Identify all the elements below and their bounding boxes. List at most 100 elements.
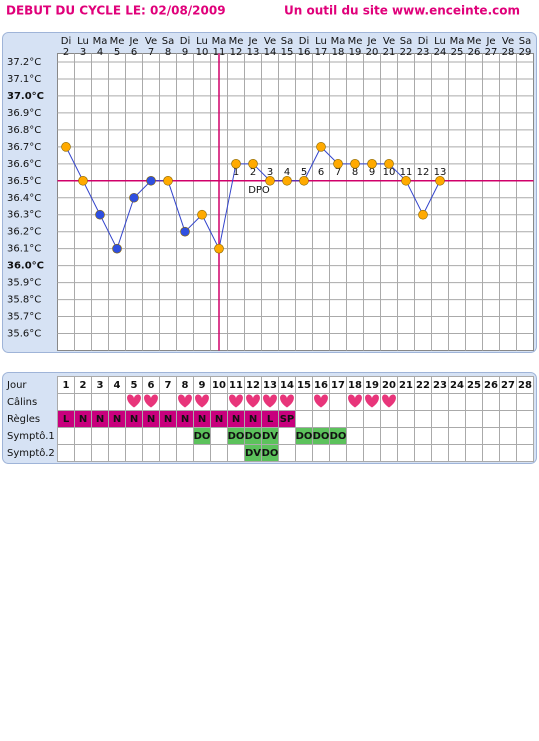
day-name: Me bbox=[348, 36, 363, 47]
table-cell bbox=[210, 444, 228, 462]
heart-icon bbox=[348, 394, 362, 408]
sympto2-cell bbox=[245, 445, 261, 461]
cycle-day: 2 bbox=[80, 380, 87, 391]
heart-icon bbox=[382, 394, 396, 408]
table-cell bbox=[499, 410, 517, 428]
date-label: 28 bbox=[502, 47, 515, 58]
dpo-number: 9 bbox=[369, 167, 375, 178]
regles-cell bbox=[194, 411, 210, 427]
dpo-number: 10 bbox=[383, 167, 396, 178]
table-cell bbox=[516, 393, 534, 411]
regles-cell bbox=[58, 411, 74, 427]
table-cell bbox=[193, 444, 211, 462]
temperature-point bbox=[180, 226, 190, 237]
date-label: 2 bbox=[63, 47, 69, 58]
table-cell bbox=[108, 427, 126, 445]
sympto1-code: DV bbox=[262, 431, 278, 442]
date-label: 24 bbox=[434, 47, 447, 58]
y-tick-label: 36.7°C bbox=[7, 142, 41, 153]
table-cell bbox=[108, 444, 126, 462]
regles-code: L bbox=[267, 414, 274, 425]
y-tick-label: 37.0°C bbox=[7, 91, 44, 102]
table-cell bbox=[227, 444, 245, 462]
temperature-point bbox=[282, 175, 292, 186]
table-cell bbox=[431, 410, 449, 428]
cycle-day: 6 bbox=[148, 380, 155, 391]
sympto2-code: DV bbox=[245, 448, 261, 459]
day-name: Je bbox=[128, 36, 138, 47]
cycle-day: 11 bbox=[229, 380, 243, 391]
temperature-point bbox=[197, 209, 207, 220]
temperature-point bbox=[384, 159, 394, 169]
table-cell bbox=[414, 393, 432, 411]
cycle-day: 8 bbox=[182, 380, 189, 391]
day-name: Ma bbox=[450, 36, 465, 47]
date-label: 17 bbox=[315, 47, 328, 58]
table-cell bbox=[363, 410, 381, 428]
table-cell bbox=[210, 393, 228, 411]
table-cell bbox=[159, 444, 177, 462]
date-label: 5 bbox=[114, 47, 120, 58]
table-cell bbox=[482, 427, 500, 445]
heart-icon bbox=[314, 394, 328, 408]
regles-code: N bbox=[198, 414, 206, 425]
temperature-point bbox=[401, 175, 411, 186]
regles-code: N bbox=[164, 414, 172, 425]
heart-icon bbox=[263, 394, 277, 408]
heart-icon bbox=[246, 394, 260, 408]
sympto1-cell bbox=[262, 428, 278, 444]
regles-code: N bbox=[113, 414, 121, 425]
temperature-point bbox=[265, 175, 275, 186]
y-tick-label: 37.2°C bbox=[7, 57, 41, 68]
table-cell bbox=[465, 410, 483, 428]
table-cell bbox=[414, 410, 432, 428]
y-tick-label: 35.9°C bbox=[7, 278, 41, 289]
table-cell bbox=[482, 410, 500, 428]
cycle-day: 9 bbox=[199, 380, 206, 391]
table-cell bbox=[397, 393, 415, 411]
table-cell bbox=[159, 427, 177, 445]
table-cell bbox=[499, 427, 517, 445]
y-tick-label: 36.0°C bbox=[7, 261, 44, 272]
table-cell bbox=[431, 393, 449, 411]
regles-cell bbox=[279, 411, 295, 427]
regles-code: N bbox=[249, 414, 257, 425]
dpo-number: 7 bbox=[335, 167, 341, 178]
sympto2-cell bbox=[262, 445, 278, 461]
table-cell bbox=[482, 444, 500, 462]
temperature-point bbox=[418, 209, 428, 220]
day-name: Lu bbox=[77, 36, 89, 47]
table-cell bbox=[125, 444, 143, 462]
temperature-point bbox=[299, 175, 309, 186]
cycle-day: 27 bbox=[501, 380, 515, 391]
date-label: 19 bbox=[349, 47, 362, 58]
cycle-day: 21 bbox=[399, 380, 413, 391]
row-label: Symptô.1 bbox=[7, 430, 55, 442]
y-tick-label: 35.8°C bbox=[7, 295, 41, 306]
table-cell bbox=[57, 393, 75, 411]
row-label: Symptô.2 bbox=[7, 447, 55, 459]
sympto1-code: DO bbox=[330, 431, 347, 442]
table-cell bbox=[499, 444, 517, 462]
temperature-point bbox=[112, 243, 122, 254]
table-cell bbox=[57, 427, 75, 445]
table-cell bbox=[176, 427, 194, 445]
day-name: Me bbox=[229, 36, 244, 47]
cycle-day: 26 bbox=[484, 380, 498, 391]
date-label: 12 bbox=[230, 47, 243, 58]
y-tick-label: 36.9°C bbox=[7, 108, 41, 119]
dpo-number: 5 bbox=[301, 167, 307, 178]
heart-icon bbox=[365, 394, 379, 408]
regles-cell bbox=[177, 411, 193, 427]
temperature-point bbox=[333, 159, 343, 169]
regles-code: N bbox=[130, 414, 138, 425]
day-name: Je bbox=[485, 36, 495, 47]
cycle-day: 1 bbox=[63, 380, 70, 391]
site-credit: Un outil du site www.enceinte.com bbox=[284, 4, 520, 18]
table-cell bbox=[329, 410, 347, 428]
table-cell bbox=[295, 444, 313, 462]
table-cell bbox=[380, 444, 398, 462]
cycle-day: 7 bbox=[165, 380, 172, 391]
heart-icon bbox=[127, 394, 141, 408]
table-cell bbox=[108, 393, 126, 411]
